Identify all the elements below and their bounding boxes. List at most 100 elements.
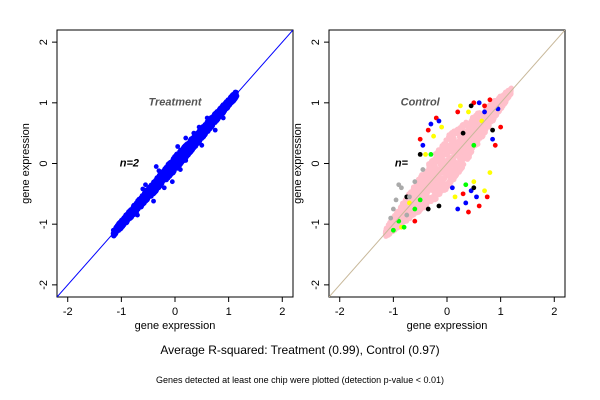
data-point [183,158,189,163]
data-point [471,179,477,185]
data-point [463,200,469,206]
cloud-point [423,201,429,207]
data-point [175,144,181,149]
cloud-point [398,207,404,213]
cloud-point [439,156,445,162]
cloud-point [445,146,451,152]
r-squared-summary: Average R-squared: Treatment (0.99), Con… [160,343,440,357]
n-label: n= [395,157,409,169]
cloud-point [146,185,152,191]
cloud-point [451,129,457,135]
data-point [452,194,458,200]
data-point [183,135,189,141]
cloud-point [224,103,230,109]
cloud-point [397,213,403,219]
data-point [220,115,226,121]
data-point [425,127,431,133]
cloud-point [425,187,432,193]
cloud-point [179,151,185,157]
cloud-point [469,118,475,124]
y-tick-label: 1 [38,100,50,106]
data-point [169,179,175,185]
cloud-point [434,182,440,188]
data-point [231,93,237,98]
cloud-point [190,146,196,152]
cloud-point [415,185,421,191]
cloud-point [491,112,497,118]
cloud-point [416,207,422,213]
y-tick-label: 1 [310,100,322,106]
data-point [471,142,477,148]
data-point [498,124,504,130]
cloud-point [389,219,395,225]
data-point [390,206,396,212]
cloud-point [411,193,417,199]
cloud-point [164,175,170,181]
cloud-point [451,135,457,141]
cloud-point [455,127,461,133]
data-point [401,224,407,230]
data-point [490,127,495,133]
data-point [417,197,423,203]
data-point [388,215,394,221]
cloud-point [200,128,206,134]
data-point [455,206,461,212]
data-point [140,186,146,192]
cloud-point [181,144,187,150]
y-axis-label: gene expression [20,123,32,204]
cloud-point [432,190,438,196]
data-point [476,100,482,106]
data-point [396,182,402,188]
cloud-point [489,106,496,112]
cloud-point [425,178,432,184]
cloud-point [465,121,471,127]
data-point [151,198,156,204]
data-point [417,151,423,157]
data-point [484,194,490,200]
cloud-point [452,166,458,172]
x-tick-label: 1 [498,306,504,318]
cloud-point [479,134,485,140]
data-point [420,142,426,148]
cloud-point [481,129,487,135]
y-tick-label: 2 [310,39,322,45]
data-point [487,170,493,176]
x-axis-label: gene expression [135,320,216,332]
data-point [490,136,495,142]
cloud-point [451,156,457,162]
data-point [417,136,423,142]
n-label: n=2 [120,157,139,169]
cloud-point [448,170,454,176]
data-point [455,109,461,115]
cloud-point [467,129,473,135]
cloud-point [136,200,142,206]
x-tick-label: 1 [226,306,232,318]
data-point [466,209,471,215]
data-point [199,142,205,148]
data-point [135,212,140,218]
data-point [487,97,493,103]
data-point [161,185,167,191]
data-point [468,103,474,109]
cloud-point [432,197,438,203]
x-axis-label: gene expression [407,320,488,332]
data-point [463,182,469,188]
data-point [458,103,463,109]
cloud-point [195,130,201,136]
cloud-point [449,175,455,181]
data-point [412,179,418,185]
cloud-point [207,125,213,131]
treatment-scatter-panel: -2 -1 0 1 2 -2 -1 0 1 2 gene expression gene expres… [20,29,294,332]
x-tick-label: 2 [551,306,557,318]
data-point [439,124,445,130]
y-tick-label: 2 [38,39,50,45]
cloud-point [152,185,158,191]
cloud-point [476,110,482,116]
cloud-point [469,137,476,143]
y-tick-label: 0 [310,160,322,166]
cloud-point [443,140,449,146]
cloud-point [455,140,461,146]
plot-area [57,30,293,297]
cloud-point [454,145,460,151]
cloud-point [438,150,444,156]
